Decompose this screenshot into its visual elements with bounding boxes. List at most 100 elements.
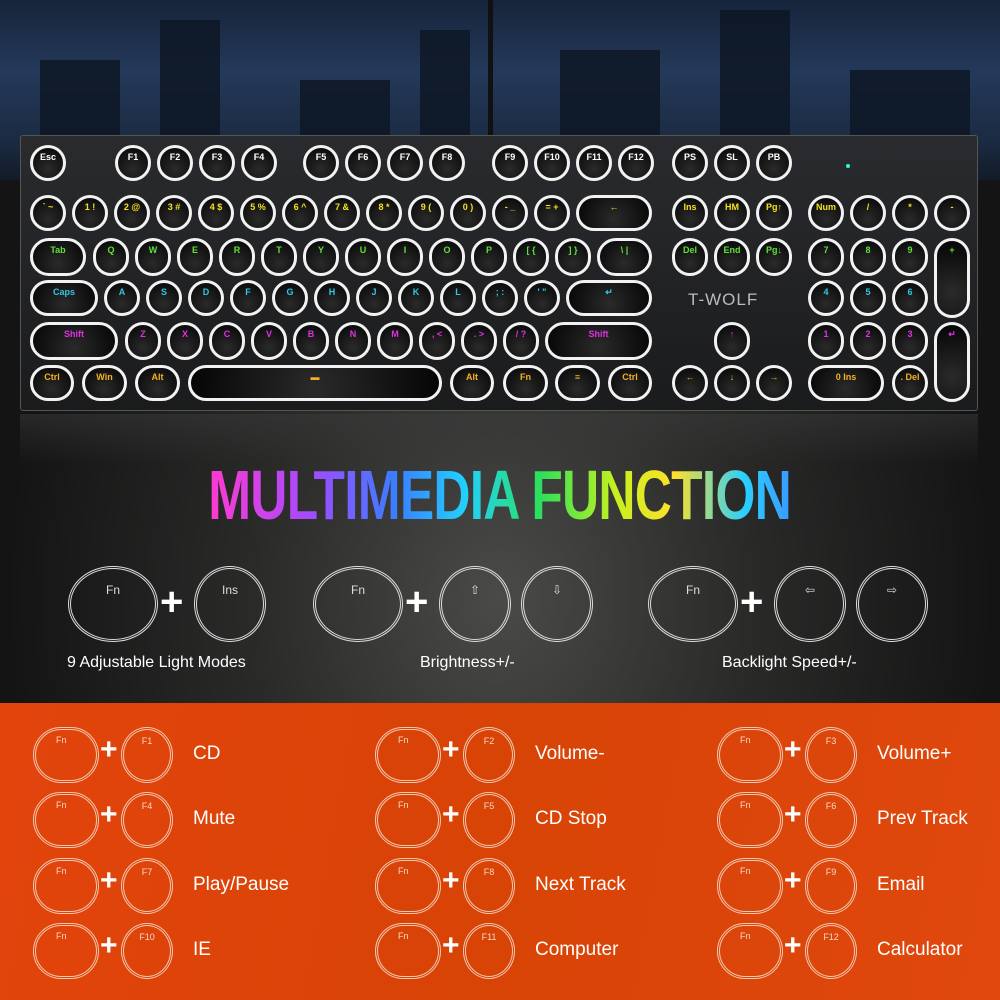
key-1-3: 3 # [156,195,192,231]
key-2-17: 7 [808,238,844,276]
key-label: Fn [105,583,120,597]
fn-key-icon: Fn [68,566,158,642]
key-1-18: / [850,195,886,231]
key-4-4: V [251,322,287,360]
keyboard-reflection [20,414,978,464]
key-2-6: Y [303,238,339,276]
plus-sign: + [784,929,802,962]
key-5-7: Ctrl [608,365,652,401]
key-3-12: ↵ [566,280,652,316]
fn-key-icon: Fn [717,792,783,848]
combo-label: Backlight Speed+/- [722,654,857,671]
function-key-icon: F5 [463,792,515,848]
key-4-6: N [335,322,371,360]
function-label: Prev Track [877,808,968,829]
function-key-icon: F1 [121,727,173,783]
function-key-icon: ⇩ [521,566,593,642]
key-5-11: 0 Ins [808,365,884,401]
key-3-0: Caps [30,280,98,316]
function-label: IE [193,939,211,960]
key-3-7: J [356,280,392,316]
key-3-4: F [230,280,266,316]
key-1-1: 1 ! [72,195,108,231]
key-5-4: Alt [450,365,494,401]
key-2-4: R [219,238,255,276]
function-key-icon: F3 [805,727,857,783]
function-label: CD [193,743,221,764]
key-1-6: 6 ^ [282,195,318,231]
plus-sign: + [442,733,460,766]
key-0-13: PS [672,145,708,181]
key-1-19: * [892,195,928,231]
function-label: Play/Pause [193,874,290,895]
function-key-icon: F12 [805,923,857,979]
fn-key-icon: Fn [375,923,441,979]
key-5-10: → [756,365,792,401]
key-2-1: Q [93,238,129,276]
function-key-icon: ⇦ [774,566,846,642]
key-1-8: 8 * [366,195,402,231]
function-label: Email [877,874,925,895]
fn-key-icon: Fn [717,923,783,979]
key-4-1: Z [125,322,161,360]
key-3-14: 5 [850,280,886,316]
function-key-icon: ⇧ [439,566,511,642]
key-4-8: , < [419,322,455,360]
key-0-2: F2 [157,145,193,181]
key-1-7: 7 & [324,195,360,231]
combo-label: 9 Adjustable Light Modes [67,654,246,671]
key-0-11: F11 [576,145,612,181]
function-label: Computer [535,939,619,960]
function-key-icon: Ins [194,566,266,642]
function-label: CD Stop [535,808,607,829]
key-3-6: H [314,280,350,316]
key-1-2: 2 @ [114,195,150,231]
key-2-16: Pg↓ [756,238,792,276]
function-label: Next Track [535,874,626,895]
key-5-1: Win [82,365,127,401]
fn-key-icon: Fn [33,727,99,783]
function-label: Mute [193,808,236,829]
fn-key-icon: Fn [313,566,403,642]
brand-logo: T-WOLF [688,290,759,309]
key-4-3: C [209,322,245,360]
key-0-5: F5 [303,145,339,181]
plus-sign: + [442,929,460,962]
key-4-13: 1 [808,322,844,360]
key-1-12: = + [534,195,570,231]
plus-sign: + [100,864,118,897]
key-2-5: T [261,238,297,276]
plus-sign: + [784,733,802,766]
key-3-3: D [188,280,224,316]
key-4-12: ↑ [714,322,750,360]
key-5-6: ≡ [555,365,600,401]
key-0-3: F3 [199,145,235,181]
key-label: Fn [350,583,365,597]
key-5-2: Alt [135,365,180,401]
key-2-18: 8 [850,238,886,276]
key-0-8: F8 [429,145,465,181]
plus-sign: + [784,798,802,831]
key-1-16: Pg↑ [756,195,792,231]
key-0-15: PB [756,145,792,181]
fn-key-icon: Fn [33,792,99,848]
plus-sign: + [160,580,184,624]
function-key-icon: F10 [121,923,173,979]
key-5-8: ← [672,365,708,401]
plus-sign: + [100,929,118,962]
plus-sign: + [442,864,460,897]
key-5-9: ↓ [714,365,750,401]
key-5-12: . Del [892,365,928,401]
key-0-6: F6 [345,145,381,181]
key-1-9: 9 ( [408,195,444,231]
fn-key-icon: Fn [375,727,441,783]
key-1-14: Ins [672,195,708,231]
key-2-13: \ | [597,238,652,276]
key-label: ⇦ [804,583,816,597]
function-key-icon: ⇨ [856,566,928,642]
key-2-14: Del [672,238,708,276]
function-key-icon: F6 [805,792,857,848]
key-0-4: F4 [241,145,277,181]
key-3-10: ; : [482,280,518,316]
key-2-2: W [135,238,171,276]
